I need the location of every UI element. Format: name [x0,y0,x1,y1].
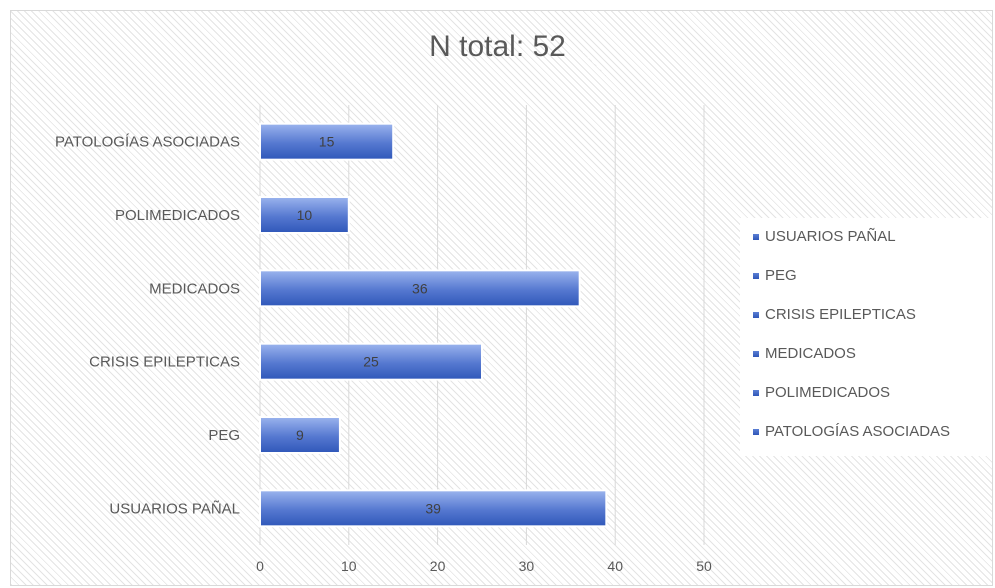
legend-swatch [753,312,759,318]
legend-label: MEDICADOS [765,345,856,362]
legend-label: POLIMEDICADOS [765,384,891,401]
bar-0 [259,489,608,528]
legend-item: POLIMEDICADOS [753,379,992,418]
legend-swatch [753,390,759,396]
category-label: PEG [208,427,240,444]
data-label: 9 [296,427,304,443]
category-label: USUARIOS PAÑAL [109,500,240,517]
x-tick-label: 20 [430,558,446,574]
data-label: 25 [363,354,379,370]
legend-item: CRISIS EPILEPTICAS [753,301,992,340]
x-tick-label: 50 [696,558,712,574]
bar-2 [259,342,483,381]
legend-swatch [753,429,759,435]
value-axis: 0 10 20 30 40 50 [256,558,712,574]
legend-label: USUARIOS PAÑAL [765,228,896,245]
legend-label: CRISIS EPILEPTICAS [765,306,916,323]
data-label: 36 [412,280,428,296]
bar-4 [259,196,350,234]
legend-item: MEDICADOS [753,340,992,379]
legend: USUARIOS PAÑAL PEG CRISIS EPILEPTICAS MEDIC… [740,218,992,456]
x-tick-label: 10 [341,558,357,574]
category-label: MEDICADOS [149,280,240,297]
legend-swatch [753,234,759,240]
legend-swatch [753,273,759,279]
bars [259,122,608,528]
legend-item: USUARIOS PAÑAL [753,223,992,262]
grid-lines [259,105,705,545]
x-tick-label: 30 [519,558,535,574]
data-label: 10 [297,207,313,223]
x-tick-label: 0 [256,558,264,574]
category-label: CRISIS EPILEPTICAS [89,354,240,371]
x-tick-label: 40 [607,558,623,574]
data-labels: 39 9 25 36 10 15 [296,134,441,517]
legend-label: PEG [765,267,797,284]
legend-label: PATOLOGÍAS ASOCIADAS [765,423,951,440]
bar-3 [259,269,581,308]
legend-swatch [753,351,759,357]
legend-item: PATOLOGÍAS ASOCIADAS [753,418,992,457]
category-axis: USUARIOS PAÑAL PEG CRISIS EPILEPTICAS MEDIC… [55,134,240,518]
data-label: 39 [425,500,441,516]
chart-title: N total: 52 [429,30,566,63]
category-label: POLIMEDICADOS [115,207,240,224]
category-label: PATOLOGÍAS ASOCIADAS [55,134,240,151]
bar-1 [259,416,341,454]
legend-item: PEG [753,262,992,301]
data-label: 15 [319,134,335,150]
bar-5 [259,122,395,161]
